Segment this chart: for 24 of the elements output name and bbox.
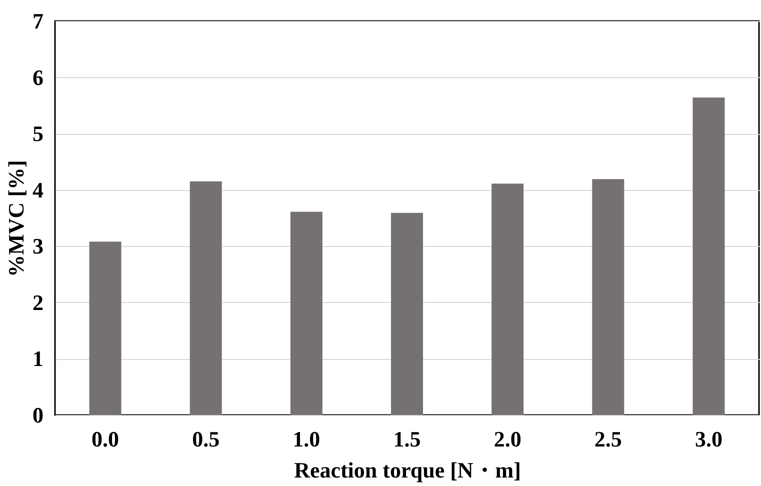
bar — [492, 184, 524, 415]
y-tick-label: 3 — [32, 234, 44, 259]
x-tick-label: 2.5 — [594, 426, 622, 452]
x-tick-label: 2.0 — [494, 426, 522, 452]
bar — [391, 212, 423, 415]
y-axis-title: %MVC [%] — [4, 160, 28, 277]
x-tick-label: 0.0 — [92, 426, 120, 452]
y-tick-label: 2 — [32, 290, 44, 315]
x-tick-label: 3.0 — [694, 426, 722, 452]
bar — [290, 212, 322, 415]
x-tick-label: 1.0 — [292, 426, 320, 452]
y-tick-label: 4 — [32, 177, 44, 202]
bar — [190, 181, 222, 415]
x-tick-label: 1.5 — [393, 426, 421, 452]
bar — [89, 242, 122, 415]
y-tick-label: 0 — [32, 402, 44, 428]
y-tick-label: 6 — [32, 64, 44, 90]
y-tick-label: 1 — [32, 346, 44, 372]
x-tick-label: 0.5 — [192, 426, 220, 452]
bar — [592, 179, 624, 415]
bar — [692, 98, 725, 415]
y-tick-label: 7 — [32, 8, 44, 34]
y-tick-label: 5 — [32, 121, 44, 146]
x-axis-title: Reaction torque [N・m] — [294, 458, 521, 482]
